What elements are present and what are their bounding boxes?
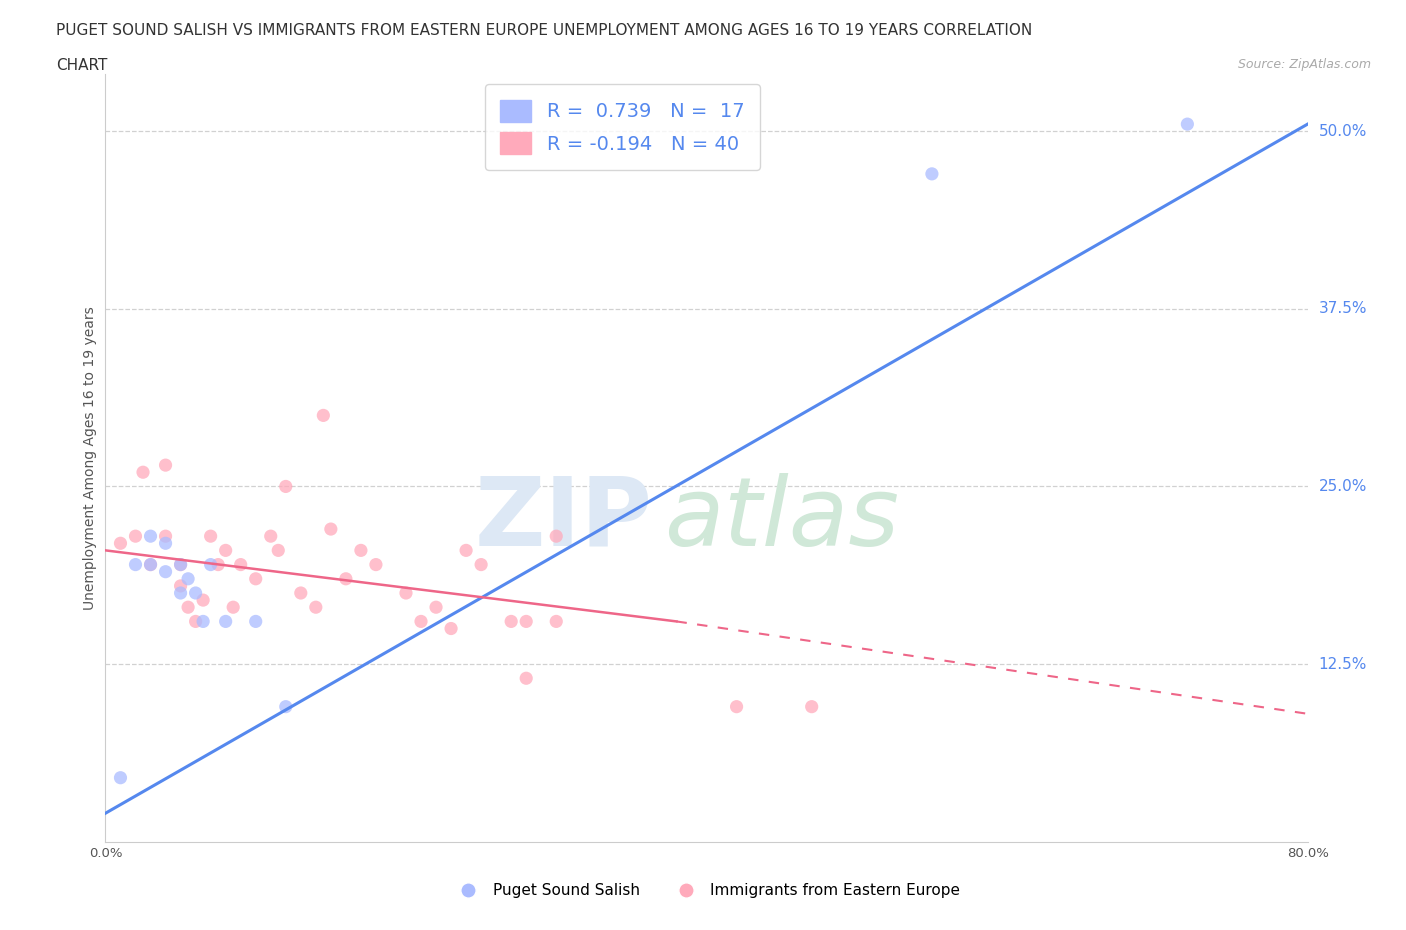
Point	[1175, 116, 1198, 131]
Text: PUGET SOUND SALISH VS IMMIGRANTS FROM EASTERN EUROPE UNEMPLOYMENT AMONG AGES 16 : PUGET SOUND SALISH VS IMMIGRANTS FROM EA…	[56, 23, 1032, 38]
Point	[305, 600, 328, 615]
Point	[169, 557, 191, 572]
Point	[207, 557, 229, 572]
Point	[454, 543, 477, 558]
Point	[139, 529, 162, 544]
Point	[169, 586, 191, 601]
Point	[191, 592, 214, 607]
Point	[177, 571, 200, 586]
Point	[124, 529, 146, 544]
Point	[335, 571, 357, 586]
Point	[169, 578, 191, 593]
Point	[350, 543, 373, 558]
Text: 12.5%: 12.5%	[1319, 657, 1367, 671]
Point	[425, 600, 447, 615]
Point	[184, 614, 207, 629]
Point	[501, 614, 523, 629]
Point	[245, 614, 267, 629]
Point	[515, 614, 537, 629]
Point	[290, 586, 312, 601]
Legend: Puget Sound Salish, Immigrants from Eastern Europe: Puget Sound Salish, Immigrants from East…	[447, 877, 966, 905]
Point	[229, 557, 252, 572]
Point	[184, 586, 207, 601]
Point	[260, 529, 283, 544]
Point	[546, 529, 568, 544]
Point	[155, 536, 177, 551]
Point	[200, 557, 222, 572]
Text: ZIP: ZIP	[475, 473, 652, 565]
Text: CHART: CHART	[56, 58, 108, 73]
Point	[214, 614, 236, 629]
Point	[222, 600, 245, 615]
Point	[470, 557, 492, 572]
Point	[515, 671, 537, 685]
Point	[921, 166, 943, 181]
Point	[191, 614, 214, 629]
Point	[800, 699, 823, 714]
Point	[155, 565, 177, 579]
Point	[395, 586, 418, 601]
Point	[155, 458, 177, 472]
Point	[110, 770, 132, 785]
Text: atlas: atlas	[665, 473, 900, 565]
Text: 50.0%: 50.0%	[1319, 124, 1367, 139]
Point	[274, 699, 297, 714]
Point	[274, 479, 297, 494]
Point	[177, 600, 200, 615]
Point	[409, 614, 432, 629]
Text: 37.5%: 37.5%	[1319, 301, 1367, 316]
Text: Source: ZipAtlas.com: Source: ZipAtlas.com	[1237, 58, 1371, 71]
Point	[440, 621, 463, 636]
Point	[214, 543, 236, 558]
Point	[139, 557, 162, 572]
Point	[245, 571, 267, 586]
Point	[364, 557, 387, 572]
Point	[139, 557, 162, 572]
Point	[725, 699, 748, 714]
Text: 25.0%: 25.0%	[1319, 479, 1367, 494]
Point	[319, 522, 342, 537]
Point	[200, 529, 222, 544]
Point	[169, 557, 191, 572]
Point	[110, 536, 132, 551]
Point	[124, 557, 146, 572]
Point	[546, 614, 568, 629]
Point	[155, 529, 177, 544]
Y-axis label: Unemployment Among Ages 16 to 19 years: Unemployment Among Ages 16 to 19 years	[83, 306, 97, 610]
Point	[132, 465, 155, 480]
Point	[312, 408, 335, 423]
Point	[267, 543, 290, 558]
